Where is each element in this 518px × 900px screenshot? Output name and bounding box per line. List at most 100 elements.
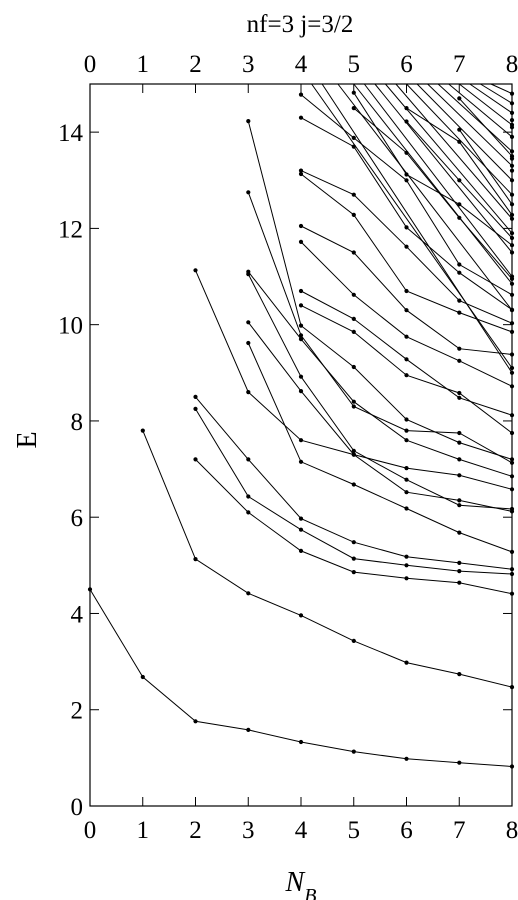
data-point	[509, 231, 515, 236]
x-tick-label-top: 1	[137, 51, 150, 78]
data-point	[246, 390, 251, 395]
data-point	[193, 457, 198, 462]
x-tick-label-bottom: 1	[137, 817, 150, 844]
data-point	[298, 613, 304, 618]
data-point	[404, 106, 409, 111]
data-point	[457, 672, 462, 677]
data-point	[404, 225, 409, 230]
series-line-32	[321, 83, 513, 374]
plot-frame	[89, 83, 513, 807]
data-point	[509, 474, 515, 479]
data-point	[457, 270, 462, 275]
data-point	[351, 540, 356, 545]
series-line-20	[300, 94, 513, 296]
data-point	[509, 192, 515, 197]
data-point	[351, 212, 356, 217]
data-point	[404, 563, 409, 568]
data-point	[509, 235, 515, 241]
series-line-7	[247, 342, 513, 553]
data-point	[509, 591, 515, 596]
data-point	[457, 139, 462, 144]
data-point	[298, 389, 304, 394]
series-line-15	[300, 241, 513, 387]
data-point	[246, 119, 251, 124]
data-point	[457, 440, 462, 445]
data-point	[246, 457, 251, 462]
data-point	[509, 168, 515, 173]
x-tick-label-top: 6	[400, 51, 413, 78]
data-point	[404, 244, 409, 249]
data-point	[298, 516, 304, 521]
data-point	[193, 557, 198, 562]
data-point	[457, 202, 462, 207]
x-tick-label-bottom: 8	[506, 817, 518, 844]
data-point	[246, 727, 251, 733]
data-point	[509, 122, 515, 127]
data-point	[404, 660, 409, 665]
series-line-37	[385, 83, 513, 234]
data-point	[404, 334, 409, 339]
data-point	[509, 365, 515, 371]
data-point	[246, 591, 251, 596]
y-tick-label: 0	[71, 794, 84, 821]
data-point	[509, 274, 515, 279]
x-tick-label-bottom: 0	[84, 817, 97, 844]
y-tick-label: 8	[71, 409, 84, 436]
data-point	[351, 556, 356, 561]
data-point	[246, 190, 251, 195]
data-point	[246, 269, 251, 274]
data-point	[351, 106, 356, 111]
data-point	[351, 448, 356, 453]
data-point	[509, 118, 515, 123]
data-point	[509, 413, 515, 418]
data-point	[351, 570, 356, 575]
data-point	[298, 168, 304, 173]
data-point	[509, 384, 515, 389]
data-point	[298, 288, 304, 294]
data-point	[404, 506, 409, 511]
data-point	[351, 452, 356, 457]
data-point	[193, 394, 198, 399]
data-point	[509, 460, 515, 465]
data-point	[457, 358, 462, 363]
data-point	[404, 172, 409, 177]
data-point	[509, 685, 515, 690]
data-point	[404, 576, 409, 581]
data-point	[404, 119, 409, 124]
data-point	[509, 156, 515, 161]
data-point	[457, 560, 462, 566]
x-tick-label-top: 2	[189, 51, 202, 78]
data-point	[457, 96, 462, 101]
data-point	[351, 364, 356, 370]
data-point	[298, 323, 304, 328]
data-point	[509, 457, 515, 462]
data-point	[509, 101, 515, 106]
data-point	[457, 503, 462, 508]
series-line-12	[247, 120, 513, 460]
x-tick-label-top: 8	[506, 51, 518, 78]
data-point	[298, 303, 304, 308]
series-line-33	[337, 83, 513, 311]
data-point	[457, 430, 462, 436]
data-point	[351, 144, 356, 149]
data-point	[193, 719, 198, 724]
data-point	[509, 329, 515, 334]
data-point	[404, 756, 409, 761]
series-line-40	[416, 83, 513, 181]
data-point	[87, 587, 93, 592]
series-line-34	[353, 83, 513, 285]
data-point	[457, 298, 462, 303]
data-point	[351, 292, 356, 297]
data-point	[509, 163, 515, 168]
y-tick-label: 2	[71, 698, 84, 725]
data-point	[351, 250, 356, 255]
y-tick-label: 6	[71, 505, 84, 532]
data-point	[457, 178, 462, 183]
data-point	[509, 281, 515, 286]
x-tick-label-top: 3	[242, 51, 255, 78]
data-point	[404, 477, 409, 482]
x-axis-title: NB	[285, 867, 317, 900]
series-line-46	[480, 83, 513, 104]
data-point	[298, 223, 304, 229]
